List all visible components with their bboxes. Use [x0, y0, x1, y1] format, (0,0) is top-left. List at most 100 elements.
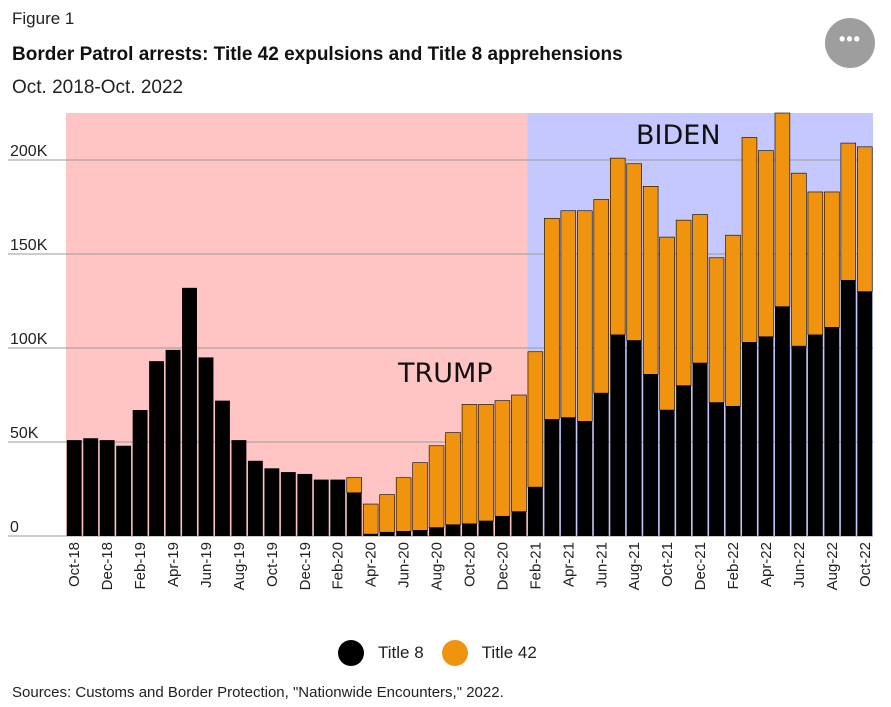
x-tick-label: Dec-18	[99, 542, 116, 590]
x-tick-label: Oct-18	[66, 542, 83, 587]
bar-title8	[215, 400, 230, 536]
bar-title8	[132, 410, 148, 536]
x-tick-label: Feb-21	[527, 542, 544, 590]
bar-title8	[527, 487, 543, 536]
bar-title42	[560, 210, 577, 418]
x-tick-label: Aug-19	[231, 542, 248, 590]
bar-title42	[708, 257, 725, 403]
bar-chart: 0 50K 100K 150K 200K Oct-18 Dec-18 Feb-19 Apr-19…	[8, 112, 874, 590]
bar-title8	[116, 445, 132, 536]
bar-title42	[659, 236, 675, 411]
bar-title42	[807, 191, 824, 336]
x-tick-label: Oct-20	[462, 542, 479, 587]
x-tick-label: Jun-22	[791, 542, 808, 588]
bar-title8	[379, 532, 395, 536]
bar-title8	[610, 334, 626, 536]
bar-title8	[577, 421, 593, 536]
bar-title42	[857, 146, 873, 292]
x-tick-label: Jun-19	[198, 542, 215, 588]
bar-title8	[66, 440, 82, 536]
bar-title8	[791, 346, 807, 536]
bar-title42	[412, 462, 428, 531]
chart-subtitle: Oct. 2018-Oct. 2022	[12, 77, 184, 98]
bar-title42	[692, 214, 708, 364]
x-tick-label: Feb-20	[330, 542, 347, 590]
bar-title8	[758, 336, 774, 536]
bar-title42	[626, 163, 642, 341]
bar-title8	[824, 327, 840, 536]
bar-title42	[395, 477, 412, 532]
x-tick-label: Apr-21	[560, 542, 577, 587]
figure-label: Figure 1	[12, 9, 75, 28]
bar-title8	[643, 374, 659, 536]
bar-title42	[478, 404, 494, 522]
bar-title8	[280, 472, 296, 536]
legend-item-title8: Title 8	[338, 640, 424, 666]
legend-label-title8: Title 8	[378, 643, 424, 662]
bar-title8	[99, 440, 115, 536]
bar-title8	[165, 349, 181, 536]
bar-title8	[692, 363, 708, 536]
legend-swatch-title8	[338, 640, 364, 666]
bar-title8	[659, 410, 675, 536]
bar-title8	[396, 531, 412, 536]
bar-title8	[840, 280, 856, 536]
x-tick-label: Aug-21	[626, 542, 643, 590]
bar-title42	[511, 394, 527, 512]
bar-title42	[824, 191, 840, 328]
x-tick-label: Oct-21	[659, 542, 676, 587]
bar-title42	[741, 137, 758, 343]
bar-title42	[494, 400, 511, 517]
bar-title42	[609, 157, 626, 336]
y-tick-label: 150K	[10, 237, 48, 254]
bar-title8	[807, 334, 823, 536]
bar-title8	[297, 473, 313, 536]
bar-title8	[182, 287, 197, 536]
bar-title8	[247, 460, 263, 536]
bar-title42	[362, 503, 379, 535]
bar-title8	[742, 342, 757, 536]
bar-title8	[495, 516, 510, 536]
bar-title8	[264, 468, 280, 536]
bar-title42	[461, 404, 478, 525]
source-note: Sources: Customs and Border Protection, …	[12, 684, 504, 701]
x-tick-label: Feb-22	[725, 542, 742, 590]
bar-title42	[791, 172, 807, 347]
bar-title42	[428, 445, 445, 528]
more-icon: •••	[839, 29, 861, 49]
bar-title42	[758, 150, 774, 338]
x-tick-label: Aug-22	[824, 542, 841, 590]
x-tick-label: Dec-21	[692, 542, 709, 590]
x-tick-label: Dec-20	[494, 542, 511, 590]
x-tick-label: Apr-22	[758, 542, 775, 587]
x-tick-label: Jun-20	[396, 542, 413, 588]
x-tick-label: Apr-19	[165, 542, 182, 587]
bar-title8	[511, 511, 527, 536]
chart-title: Border Patrol arrests: Title 42 expulsio…	[12, 44, 623, 65]
bar-title42	[642, 186, 659, 375]
y-tick-label: 0	[10, 519, 19, 536]
bar-title8	[725, 406, 741, 536]
legend-item-title42: Title 42	[441, 640, 537, 666]
bar-title8	[857, 291, 873, 536]
y-tick-label: 100K	[10, 331, 48, 348]
bar-title8	[198, 357, 214, 536]
x-tick-label: Aug-20	[429, 542, 446, 590]
x-tick-label: Apr-20	[363, 542, 380, 587]
bar-title8	[313, 479, 329, 536]
bar-title42	[346, 477, 362, 494]
x-tick-label: Jun-21	[593, 542, 610, 588]
bar-title8	[676, 385, 692, 536]
era-label-trump: TRUMP	[397, 358, 493, 389]
bar-title8	[709, 402, 724, 536]
bar-title8	[560, 417, 576, 536]
x-tick-label: Feb-19	[132, 542, 149, 590]
bar-title8	[149, 361, 165, 536]
bar-title42	[725, 234, 741, 407]
bar-title8	[363, 534, 379, 536]
more-options-button[interactable]: •••	[825, 18, 875, 68]
y-tick-label: 200K	[10, 143, 48, 160]
era-label-biden: BIDEN	[636, 120, 721, 151]
bar-title8	[544, 419, 560, 536]
bar-title8	[429, 527, 444, 536]
